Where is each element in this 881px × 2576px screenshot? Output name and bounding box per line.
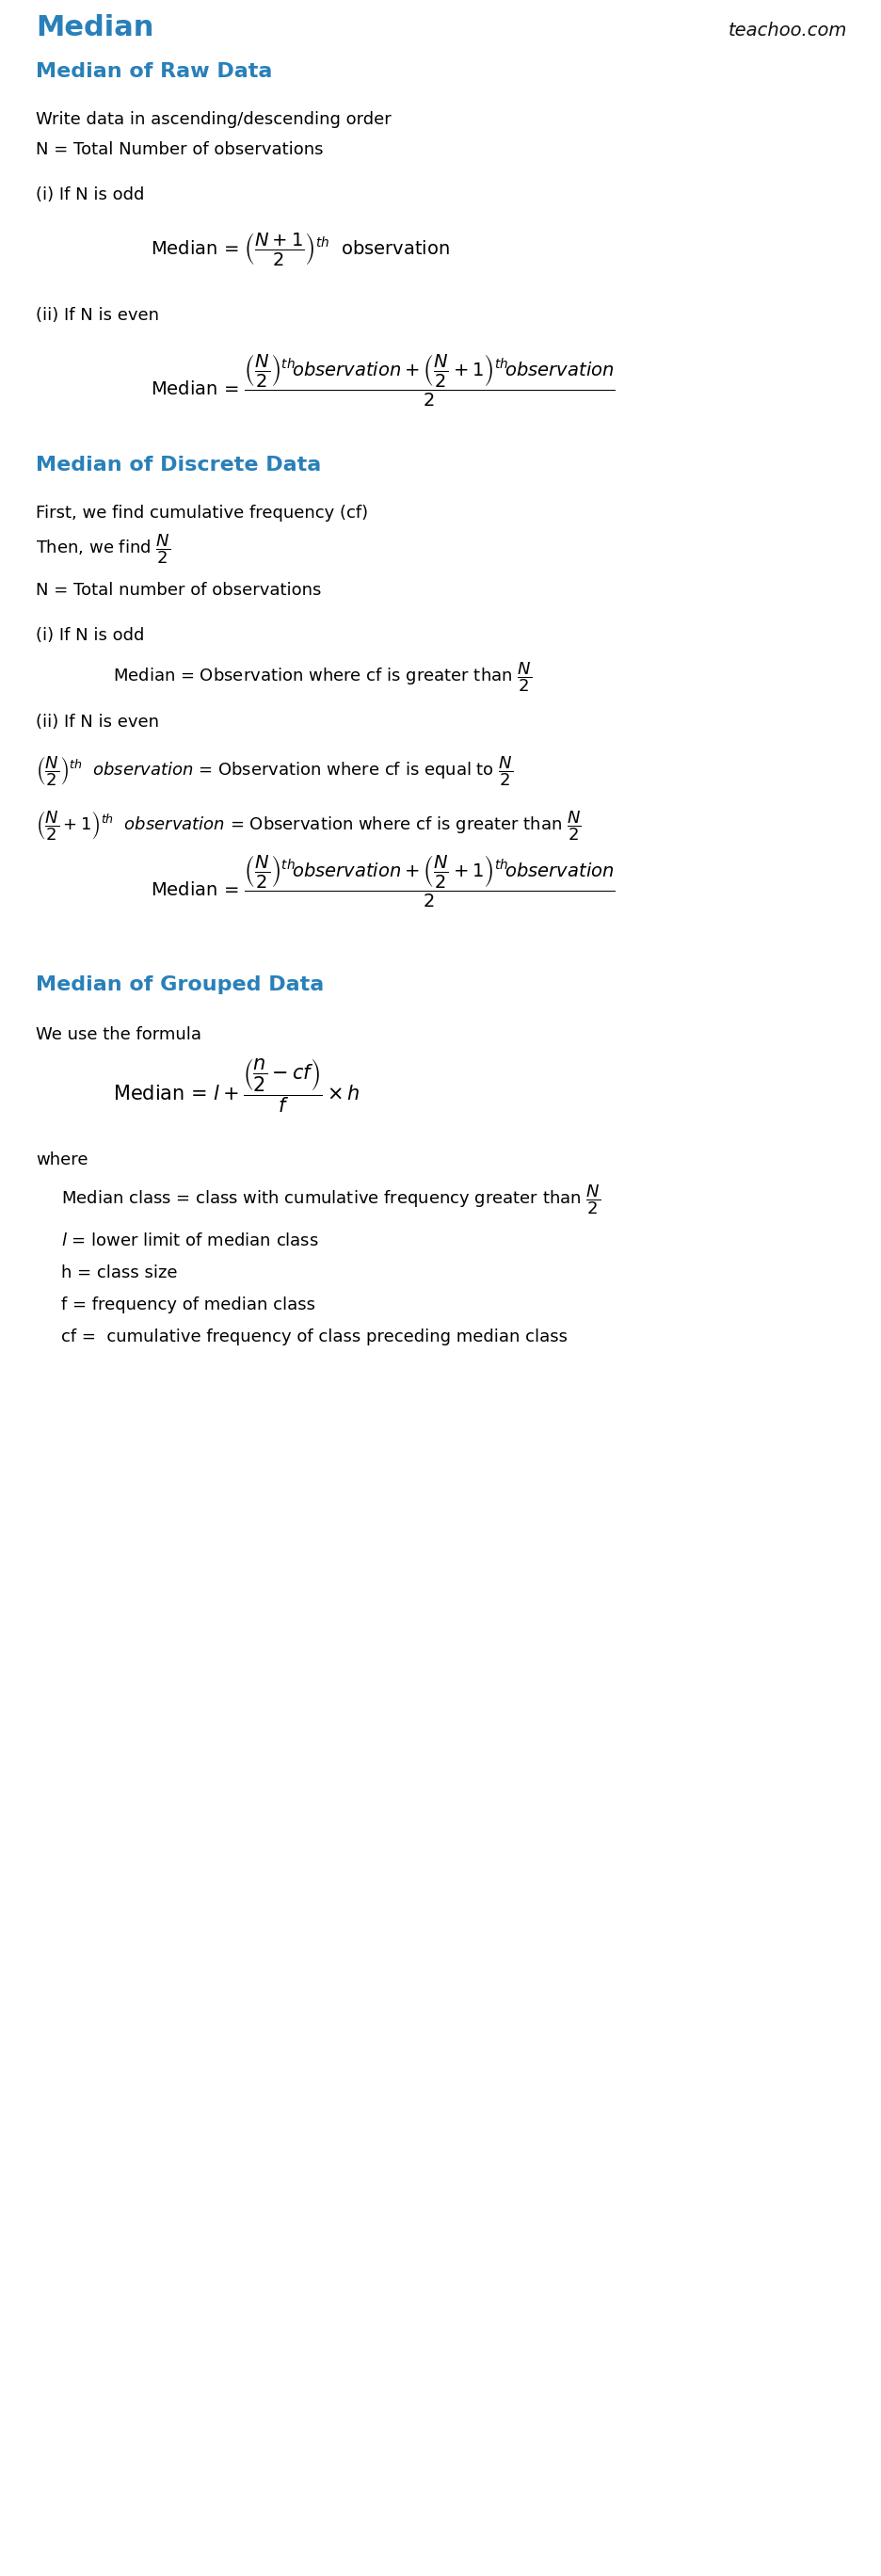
Text: Median of Grouped Data: Median of Grouped Data [36,976,324,994]
Text: Write data in ascending/descending order: Write data in ascending/descending order [36,111,391,129]
Text: teachoo.com: teachoo.com [729,21,848,39]
Text: (ii) If N is even: (ii) If N is even [36,307,159,325]
Text: Median of Discrete Data: Median of Discrete Data [36,456,322,474]
Text: Median = Observation where cf is greater than $\dfrac{N}{2}$: Median = Observation where cf is greater… [113,659,532,693]
Text: (i) If N is odd: (i) If N is odd [36,626,144,644]
Text: f = frequency of median class: f = frequency of median class [61,1296,315,1314]
Text: Median: Median [36,13,154,41]
Text: Then, we find $\dfrac{N}{2}$: Then, we find $\dfrac{N}{2}$ [36,533,171,567]
Text: $\left(\dfrac{N}{2}+1\right)^{th}$  $\mathit{observation}$ = Observation where c: $\left(\dfrac{N}{2}+1\right)^{th}$ $\mat… [36,809,581,842]
Text: We use the formula: We use the formula [36,1025,202,1043]
Text: cf =  cumulative frequency of class preceding median class: cf = cumulative frequency of class prece… [61,1329,567,1345]
Text: $l$ = lower limit of median class: $l$ = lower limit of median class [61,1231,319,1249]
Text: First, we find cumulative frequency (cf): First, we find cumulative frequency (cf) [36,505,368,520]
Text: Median = $\dfrac{\left(\dfrac{N}{2}\right)^{th}\!\mathit{observation} + \left(\d: Median = $\dfrac{\left(\dfrac{N}{2}\righ… [151,853,615,909]
Text: h = class size: h = class size [61,1265,177,1280]
Text: Median = $\dfrac{\left(\dfrac{N}{2}\right)^{th}\!\mathit{observation} + \left(\d: Median = $\dfrac{\left(\dfrac{N}{2}\righ… [151,353,615,410]
Text: Median class = class with cumulative frequency greater than $\dfrac{N}{2}$: Median class = class with cumulative fre… [61,1182,601,1216]
Text: N = Total number of observations: N = Total number of observations [36,582,322,598]
Text: (ii) If N is even: (ii) If N is even [36,714,159,732]
Text: Median of Raw Data: Median of Raw Data [36,62,272,80]
Text: Median = $\left(\dfrac{N+1}{2}\right)^{th}$  observation: Median = $\left(\dfrac{N+1}{2}\right)^{t… [151,232,449,268]
Text: $\left(\dfrac{N}{2}\right)^{th}$  $\mathit{observation}$ = Observation where cf : $\left(\dfrac{N}{2}\right)^{th}$ $\mathi… [36,755,513,788]
Text: N = Total Number of observations: N = Total Number of observations [36,142,323,157]
Text: (i) If N is odd: (i) If N is odd [36,185,144,204]
Text: where: where [36,1151,88,1170]
Text: Median = $l + \dfrac{\left(\dfrac{n}{2} - cf\right)}{f} \times h$: Median = $l + \dfrac{\left(\dfrac{n}{2} … [113,1056,360,1115]
